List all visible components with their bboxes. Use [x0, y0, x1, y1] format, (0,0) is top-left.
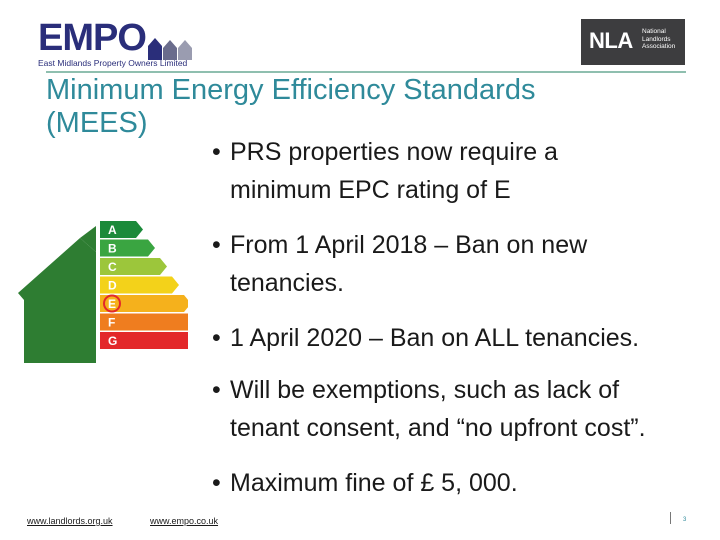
- bullet-item: • 1 April 2020 – Ban on ALL tenancies.: [212, 319, 717, 357]
- bullet-line: From 1 April 2018 – Ban on new: [230, 231, 588, 259]
- empo-website-link[interactable]: www.empo.co.uk: [150, 516, 219, 526]
- bullet-item: • PRS properties now require a minimum E…: [212, 133, 717, 209]
- epc-label-c: C: [108, 260, 117, 274]
- bullet-item: • Will be exemptions, such as lack of te…: [212, 371, 717, 447]
- empo-wordmark: EMPO: [38, 17, 147, 59]
- epc-bar-g: [100, 332, 188, 349]
- slide-title: Minimum Energy Efficiency Standards (MEE…: [46, 74, 606, 140]
- slide-title-line: Minimum Energy Efficiency Standards: [46, 74, 536, 106]
- epc-highlight-ring: [103, 294, 121, 313]
- epc-bar-c: [100, 258, 167, 275]
- bullet-line: Will be exemptions, such as lack of: [230, 376, 620, 404]
- empo-logo: EMPO East Midlands Property Owners Limit…: [38, 17, 208, 70]
- bullet-line: Maximum fine of £ 5, 000.: [230, 469, 518, 497]
- header-divider: [46, 71, 686, 73]
- page-number-divider: [670, 512, 671, 524]
- bullet-line: minimum EPC rating of E: [230, 176, 511, 204]
- bullet-dot: •: [212, 231, 221, 259]
- epc-label-e: E: [108, 297, 116, 311]
- epc-bar-b: [100, 239, 155, 257]
- bullet-item: • Maximum fine of £ 5, 000.: [212, 464, 717, 502]
- epc-bar-d: [100, 276, 179, 294]
- nla-logo: NLA National Landlords Association: [581, 19, 685, 65]
- epc-label-g: G: [108, 334, 117, 348]
- epc-label-f: F: [108, 316, 115, 330]
- bullet-dot: •: [212, 138, 221, 166]
- epc-label-a: A: [108, 223, 117, 237]
- epc-label-d: D: [108, 279, 117, 293]
- slide-title-line: (MEES): [46, 107, 148, 139]
- nla-tagline-line: National: [642, 28, 666, 35]
- epc-bar-e: [100, 295, 188, 312]
- page-number: 3: [683, 517, 687, 523]
- bullet-dot: •: [212, 376, 221, 404]
- bullet-line: 1 April 2020 – Ban on ALL tenancies.: [230, 324, 640, 352]
- nla-tagline: National Landlords Association: [642, 28, 682, 51]
- epc-bar-a: [100, 221, 143, 238]
- houses-icon: [148, 38, 192, 60]
- nla-tagline-line: Landlords: [642, 35, 671, 43]
- house-icon: [18, 238, 96, 363]
- epc-label-b: B: [108, 242, 117, 256]
- landlords-website-link[interactable]: www.landlords.org.uk: [27, 516, 113, 526]
- bullet-item: • From 1 April 2018 – Ban on new tenanci…: [212, 226, 717, 302]
- nla-tagline-line: Association: [642, 43, 676, 50]
- bullet-line: tenancies.: [230, 269, 344, 297]
- empo-tagline: East Midlands Property Owners Limited: [38, 58, 188, 68]
- bullet-dot: •: [212, 324, 221, 352]
- bullet-dot: •: [212, 469, 221, 497]
- bullet-line: tenant consent, and “no upfront cost”.: [230, 414, 646, 442]
- epc-bar-f: [100, 313, 188, 331]
- bullet-line: PRS properties now require a: [230, 138, 558, 166]
- nla-wordmark: NLA: [589, 28, 633, 53]
